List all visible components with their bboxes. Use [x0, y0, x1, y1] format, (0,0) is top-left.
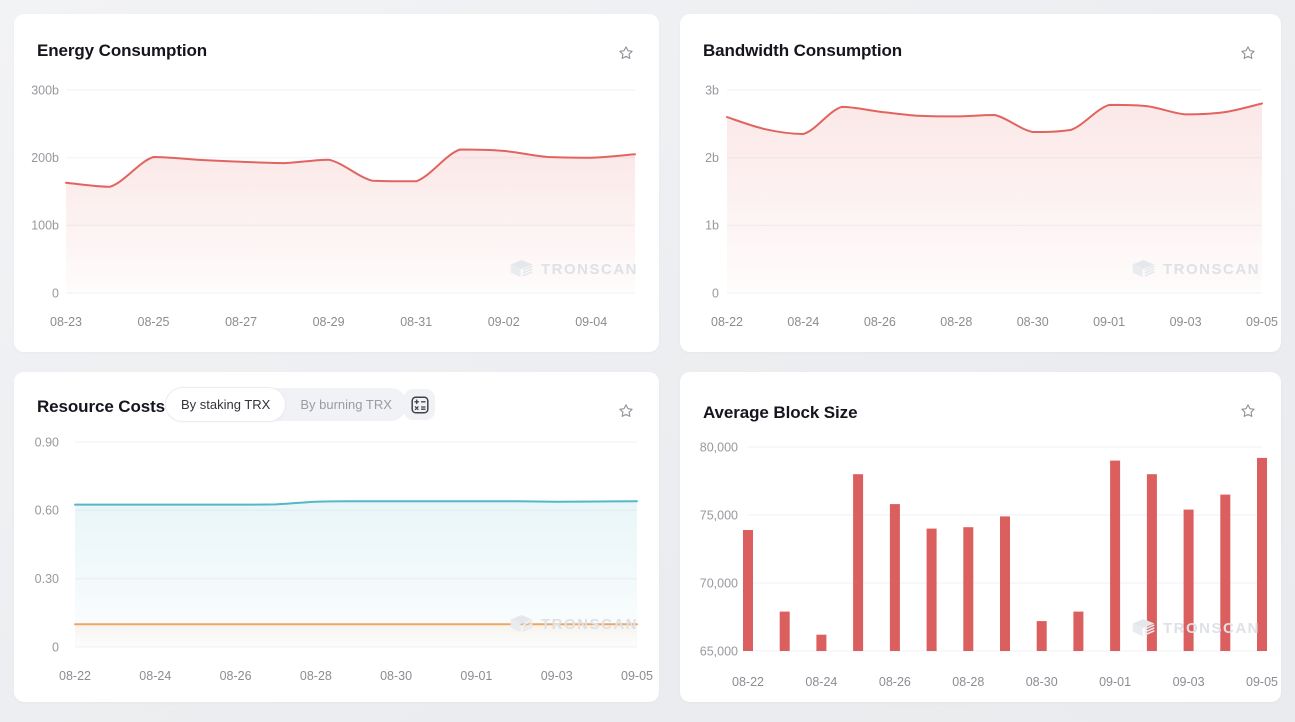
bandwidth-consumption-card: Bandwidth Consumption 0 1b 2b 3b 08-22 08-24 0…	[680, 14, 1281, 352]
svg-text:80,000: 80,000	[700, 440, 738, 454]
svg-text:100b: 100b	[31, 219, 59, 233]
resource-costs-chart: 0 0.30 0.60 0.90 08-22 08-24 08-26 08-28 08-30 09…	[35, 435, 653, 683]
svg-text:09-05: 09-05	[1246, 315, 1278, 329]
favorite-star-button[interactable]	[613, 398, 639, 424]
resource-costs-title: Resource Costs	[37, 397, 166, 416]
svg-text:08-28: 08-28	[300, 669, 332, 683]
energy-consumption-title: Energy Consumption	[37, 41, 208, 60]
svg-text:200b: 200b	[31, 151, 59, 165]
svg-text:0.90: 0.90	[35, 435, 59, 449]
svg-text:08-22: 08-22	[711, 315, 743, 329]
svg-text:08-27: 08-27	[225, 315, 257, 329]
resource-costs-card: Resource Costs By staking TRX By burning…	[14, 372, 659, 702]
svg-text:08-26: 08-26	[220, 669, 252, 683]
average-block-size-chart: 65,000 70,000 75,000 80,000 08-22 08-24 08-26 0…	[700, 440, 1278, 689]
average-block-size-title: Average Block Size	[703, 403, 858, 422]
star-icon	[619, 46, 633, 59]
svg-text:1b: 1b	[705, 219, 719, 233]
favorite-star-button[interactable]	[1235, 40, 1261, 66]
svg-text:08-24: 08-24	[787, 315, 819, 329]
energy-consumption-card: Energy Consumption 0 100b 200b 300b 08-23 08-…	[14, 14, 659, 352]
svg-text:09-04: 09-04	[575, 315, 607, 329]
svg-text:09-01: 09-01	[1093, 315, 1125, 329]
svg-text:09-02: 09-02	[488, 315, 520, 329]
svg-text:3b: 3b	[705, 83, 719, 97]
svg-text:08-26: 08-26	[879, 675, 911, 689]
svg-text:09-03: 09-03	[1173, 675, 1205, 689]
svg-text:08-26: 08-26	[864, 315, 896, 329]
svg-text:08-30: 08-30	[1026, 675, 1058, 689]
star-icon	[1241, 404, 1255, 417]
star-icon	[619, 404, 633, 417]
svg-text:08-24: 08-24	[805, 675, 837, 689]
favorite-star-button[interactable]	[1235, 398, 1261, 424]
svg-text:09-05: 09-05	[1246, 675, 1278, 689]
svg-text:08-30: 08-30	[1017, 315, 1049, 329]
energy-consumption-chart: 0 100b 200b 300b 08-23 08-25 08-27 08-29 08-31 09…	[31, 83, 636, 329]
by-burning-trx-button[interactable]: By burning TRX	[285, 388, 407, 421]
svg-text:09-05: 09-05	[621, 669, 653, 683]
star-icon	[1241, 46, 1255, 59]
svg-text:08-28: 08-28	[952, 675, 984, 689]
svg-text:0: 0	[52, 286, 59, 300]
svg-text:08-22: 08-22	[732, 675, 764, 689]
resource-costs-toggle: By staking TRX By burning TRX	[166, 388, 407, 421]
bandwidth-consumption-title: Bandwidth Consumption	[703, 41, 903, 60]
svg-text:08-29: 08-29	[313, 315, 345, 329]
svg-text:0: 0	[712, 286, 719, 300]
svg-text:300b: 300b	[31, 83, 59, 97]
svg-text:09-03: 09-03	[541, 669, 573, 683]
svg-text:2b: 2b	[705, 151, 719, 165]
svg-text:75,000: 75,000	[700, 508, 738, 522]
svg-text:08-31: 08-31	[400, 315, 432, 329]
svg-text:0: 0	[52, 640, 59, 654]
svg-text:08-22: 08-22	[59, 669, 91, 683]
calculator-icon	[410, 395, 429, 414]
svg-text:09-01: 09-01	[1099, 675, 1131, 689]
svg-text:09-03: 09-03	[1170, 315, 1202, 329]
bandwidth-consumption-chart: 0 1b 2b 3b 08-22 08-24 08-26 08-28 08-30 09-01 09-…	[705, 83, 1278, 329]
svg-text:08-25: 08-25	[138, 315, 170, 329]
svg-text:08-28: 08-28	[940, 315, 972, 329]
average-block-size-card: Average Block Size 65,000 70,000 75,000 80,…	[680, 372, 1281, 702]
by-staking-trx-button[interactable]: By staking TRX	[166, 388, 286, 421]
svg-text:0.60: 0.60	[35, 504, 59, 518]
svg-text:08-30: 08-30	[380, 669, 412, 683]
svg-text:09-01: 09-01	[460, 669, 492, 683]
calculator-button[interactable]	[404, 389, 435, 420]
svg-text:70,000: 70,000	[700, 576, 738, 590]
svg-text:08-23: 08-23	[50, 315, 82, 329]
favorite-star-button[interactable]	[613, 40, 639, 66]
svg-text:65,000: 65,000	[700, 644, 738, 658]
svg-text:0.30: 0.30	[35, 572, 59, 586]
svg-text:08-24: 08-24	[139, 669, 171, 683]
